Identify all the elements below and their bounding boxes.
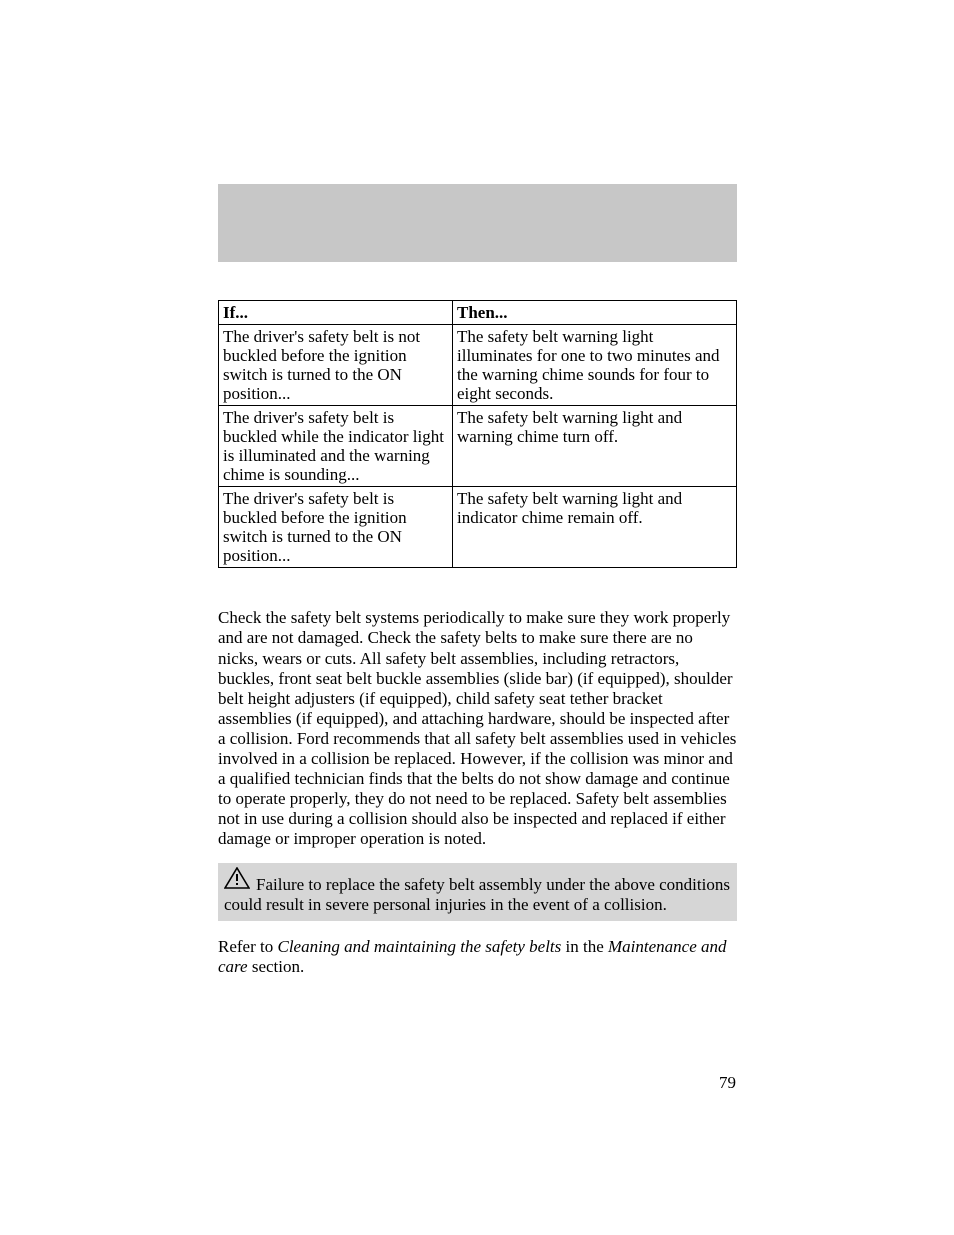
cell-if: The driver's safety belt is not buckled …	[219, 325, 453, 406]
ref-suffix: section.	[248, 957, 305, 976]
page-content: If... Then... The driver's safety belt i…	[218, 300, 737, 977]
table-row: The driver's safety belt is buckled befo…	[219, 487, 737, 568]
manual-page: If... Then... The driver's safety belt i…	[0, 0, 954, 1235]
warning-triangle-icon	[224, 867, 250, 894]
ref-prefix: Refer to	[218, 937, 277, 956]
if-then-table: If... Then... The driver's safety belt i…	[218, 300, 737, 568]
header-band	[218, 184, 737, 262]
cell-if: The driver's safety belt is buckled whil…	[219, 406, 453, 487]
col-header-if: If...	[219, 301, 453, 325]
page-number: 79	[719, 1073, 736, 1093]
table-row: The driver's safety belt is not buckled …	[219, 325, 737, 406]
reference-paragraph: Refer to Cleaning and maintaining the sa…	[218, 937, 737, 977]
col-header-then: Then...	[453, 301, 737, 325]
maintenance-paragraph: Check the safety belt systems periodical…	[218, 608, 737, 849]
table-row: The driver's safety belt is buckled whil…	[219, 406, 737, 487]
cell-if: The driver's safety belt is buckled befo…	[219, 487, 453, 568]
table-header-row: If... Then...	[219, 301, 737, 325]
cell-then: The safety belt warning light and warnin…	[453, 406, 737, 487]
warning-callout: Failure to replace the safety belt assem…	[218, 863, 737, 921]
ref-italic-1: Cleaning and maintaining the safety belt…	[277, 937, 561, 956]
ref-mid: in the	[561, 937, 608, 956]
cell-then: The safety belt warning light illuminate…	[453, 325, 737, 406]
cell-then: The safety belt warning light and indica…	[453, 487, 737, 568]
warning-text: Failure to replace the safety belt assem…	[224, 875, 730, 914]
